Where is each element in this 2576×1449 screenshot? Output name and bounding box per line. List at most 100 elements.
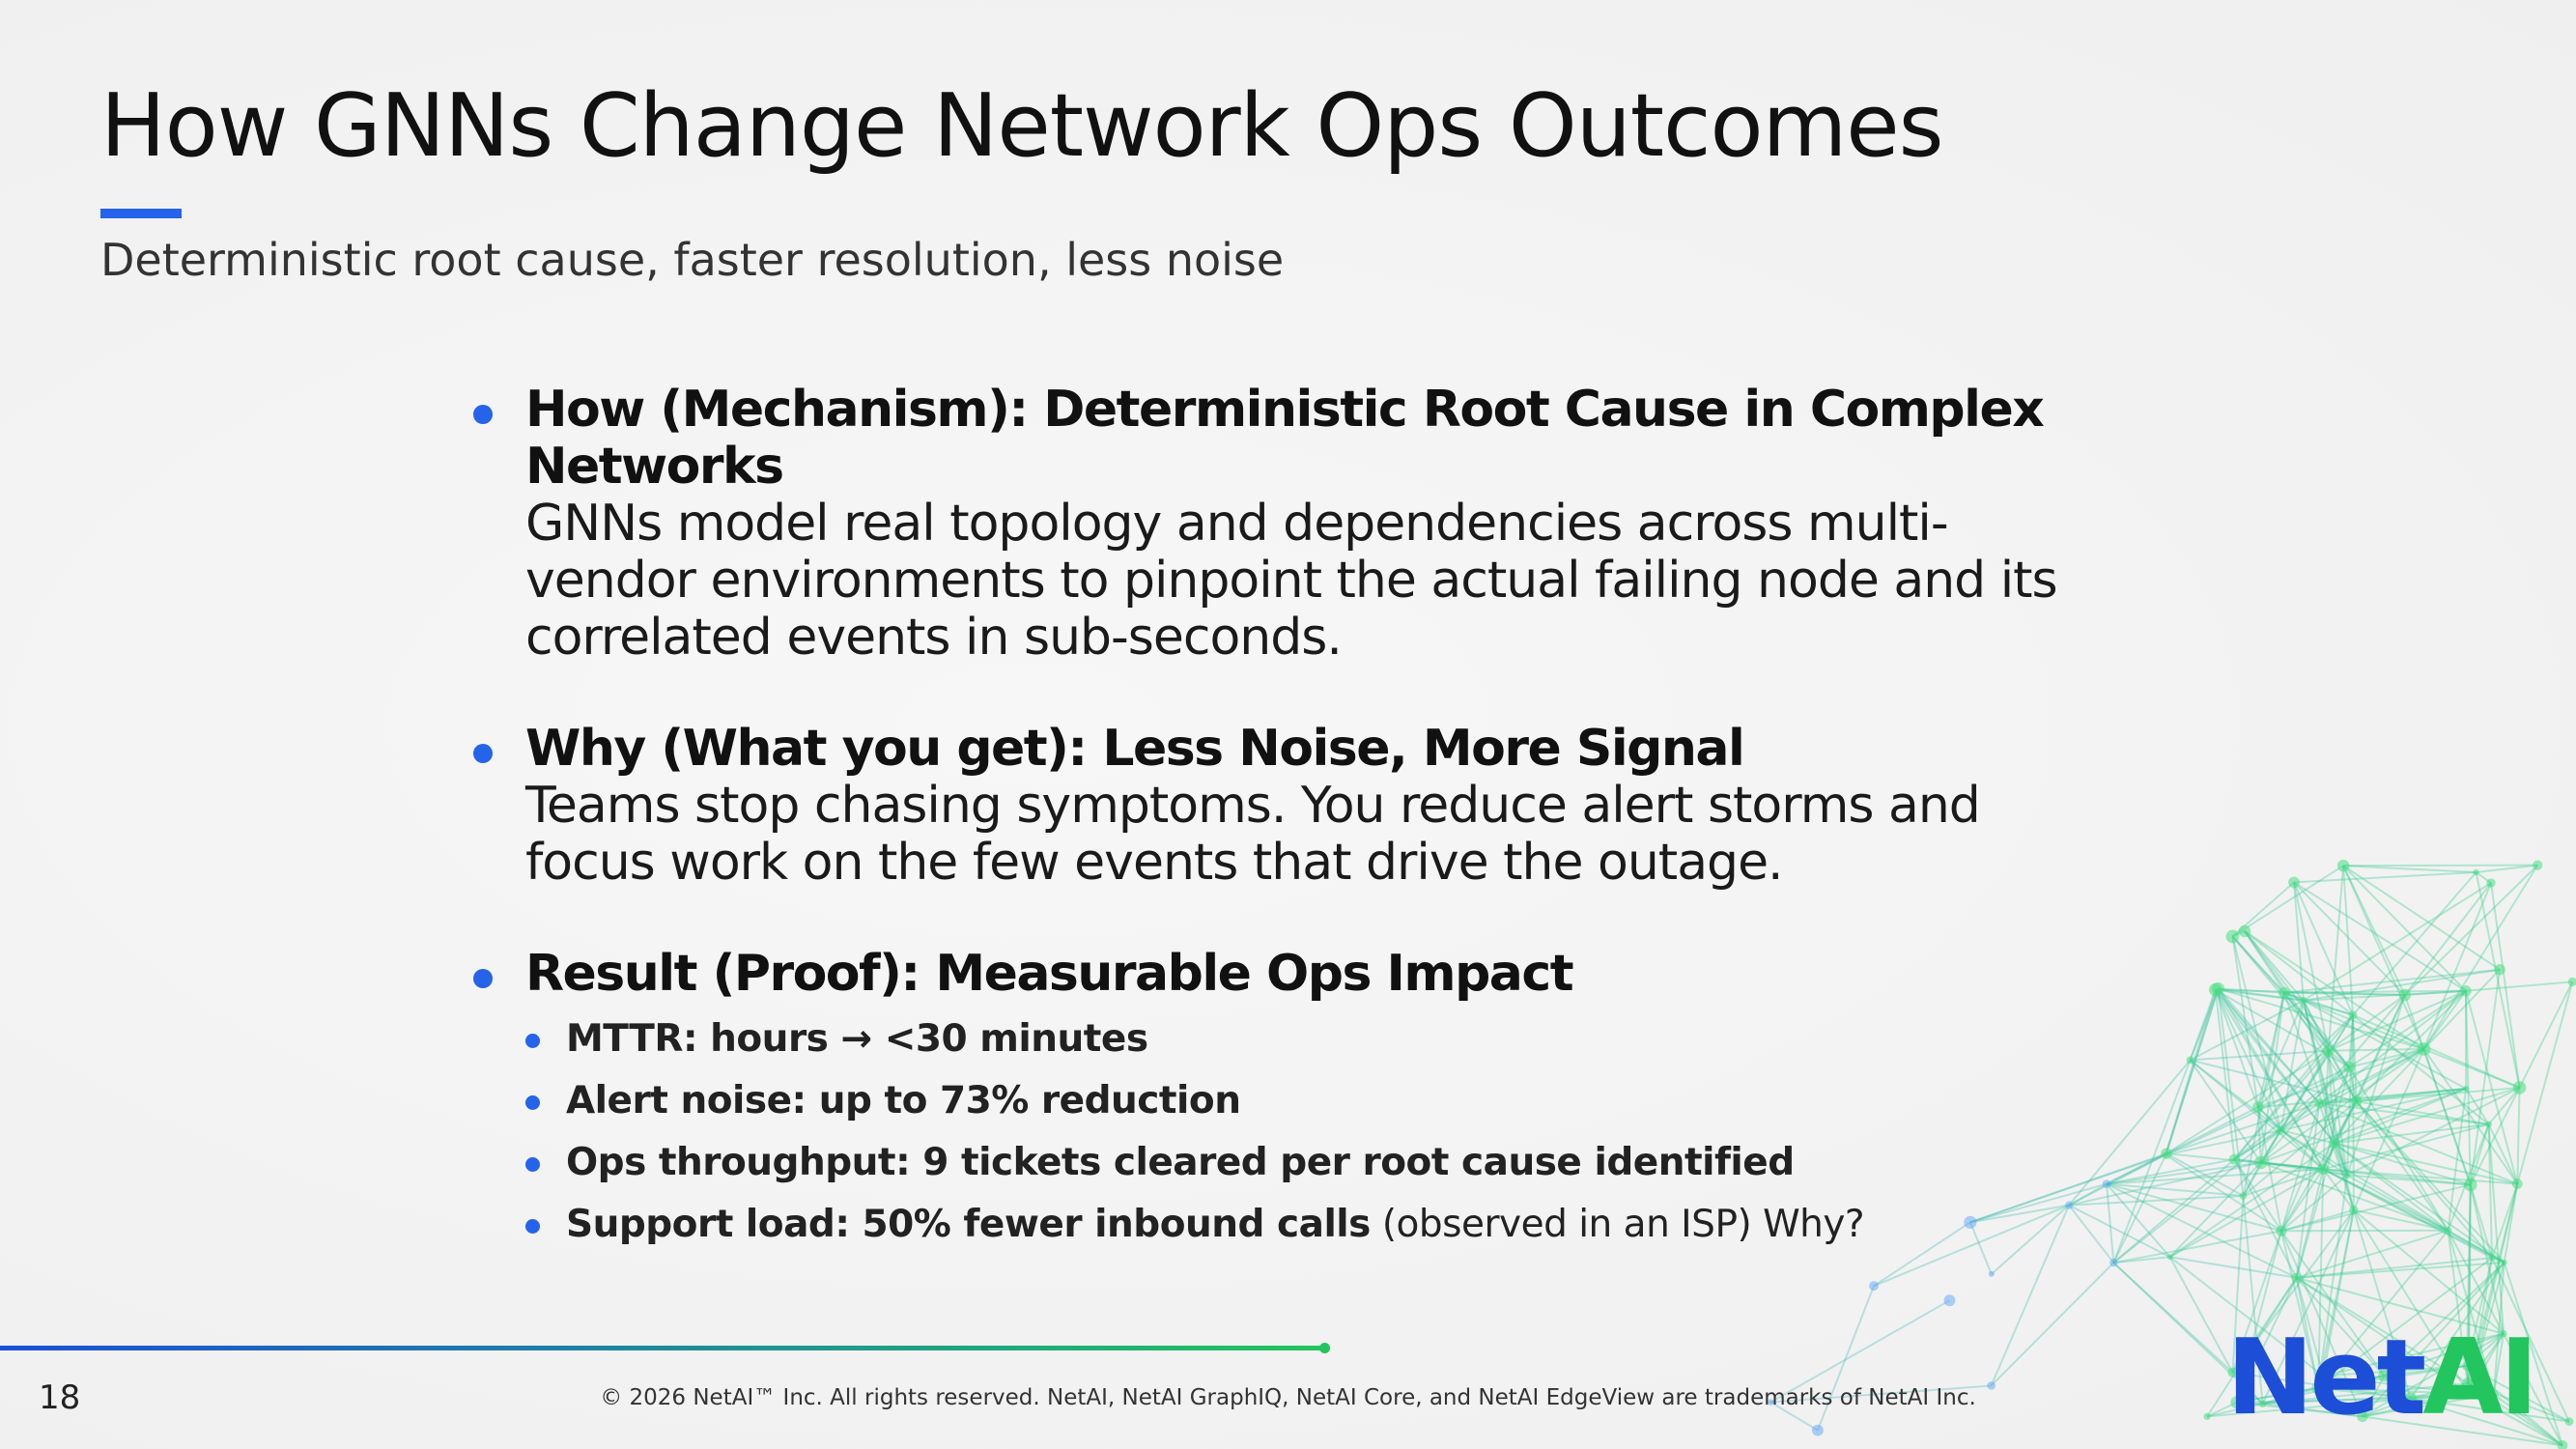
network-edge	[2113, 1230, 2282, 1264]
network-edge	[2302, 1000, 2349, 1176]
network-edge	[2112, 1060, 2192, 1264]
network-edge	[2262, 1382, 2469, 1406]
network-edge	[2068, 1153, 2166, 1207]
network-edge	[2422, 1048, 2519, 1185]
network-edge	[2112, 1152, 2167, 1264]
network-edge	[2236, 1386, 2319, 1404]
network-edge	[2260, 1161, 2348, 1177]
network-edge	[2353, 1208, 2505, 1335]
network-edge	[2280, 1087, 2467, 1132]
network-node	[2239, 1192, 2248, 1200]
network-edge	[2356, 1087, 2467, 1103]
network-edge	[2190, 1059, 2357, 1103]
network-edge	[2303, 968, 2501, 1002]
network-edge	[2352, 871, 2477, 1016]
network-edge	[2322, 1168, 2449, 1232]
network-edge	[2489, 882, 2521, 1089]
network-node	[2348, 1010, 2358, 1020]
network-edge	[2293, 870, 2477, 884]
network-edge	[2328, 1047, 2424, 1052]
network-edge	[2068, 1182, 2108, 1207]
network-edge	[2327, 1050, 2358, 1102]
network-edge	[2190, 1049, 2329, 1062]
network-edge	[2244, 930, 2354, 1016]
network-edge	[2475, 871, 2521, 1089]
network-edge	[2233, 1065, 2350, 1160]
network-edge	[2234, 1158, 2324, 1171]
network-edge	[2487, 1123, 2519, 1185]
sub-bullet: Support load: 50% fewer inbound calls (o…	[525, 1194, 2115, 1256]
network-edge	[2166, 988, 2220, 1154]
network-edge	[2106, 1183, 2115, 1264]
network-edge	[2112, 1262, 2264, 1405]
network-edge	[2355, 990, 2467, 1102]
network-edge	[2106, 1161, 2261, 1185]
network-edge	[2346, 994, 2406, 1176]
sub-bullet: MTTR: hours → <30 minutes	[525, 1009, 2115, 1070]
logo-net: Net	[2226, 1318, 2426, 1438]
copyright: © 2026 NetAI™ Inc. All rights reserved. …	[600, 1385, 1976, 1410]
network-edge	[2323, 1122, 2489, 1171]
network-edge	[2492, 1262, 2505, 1395]
network-node	[2464, 1389, 2474, 1399]
network-node	[2258, 1400, 2267, 1407]
network-edge	[2319, 1087, 2467, 1105]
network-edge	[2503, 1333, 2563, 1446]
sub-bold: MTTR: hours → <30 minutes	[566, 1017, 1148, 1061]
network-edge	[2261, 1209, 2355, 1405]
network-edge	[2327, 866, 2345, 1051]
network-edge	[2487, 1123, 2493, 1259]
network-edge	[2259, 994, 2406, 1164]
network-edge	[2189, 1059, 2324, 1171]
network-edge	[2322, 1209, 2355, 1377]
network-edge	[2295, 1277, 2320, 1389]
network-edge	[2518, 980, 2574, 1089]
network-edge	[2296, 1276, 2470, 1395]
network-node	[2343, 1061, 2356, 1073]
network-edge	[2112, 1262, 2234, 1374]
network-edge	[2165, 1153, 2282, 1233]
network-edge	[2404, 864, 2538, 996]
network-edge	[2112, 1129, 2281, 1264]
network-edge	[2503, 1183, 2519, 1264]
network-edge	[2516, 981, 2574, 1184]
network-edge	[2410, 1382, 2469, 1400]
network-edge	[2469, 1123, 2490, 1185]
network-node	[2203, 1412, 2211, 1420]
network-node	[2211, 981, 2225, 996]
network-edge	[2503, 1262, 2563, 1446]
network-edge	[2256, 1000, 2305, 1108]
network-edge	[2362, 1262, 2505, 1418]
network-edge	[2423, 1048, 2520, 1089]
network-edge	[2280, 1129, 2335, 1145]
network-node	[2444, 1226, 2452, 1235]
network-edge	[2166, 1152, 2324, 1171]
network-edge	[2468, 1382, 2570, 1423]
network-edge	[2516, 1087, 2521, 1184]
network-edge	[2166, 1049, 2330, 1155]
network-edge	[2317, 1375, 2385, 1389]
sub-text: (observed in an ISP) Why?	[1381, 1203, 1865, 1246]
network-edge	[2244, 930, 2350, 1068]
network-edge	[2333, 1048, 2425, 1145]
network-edge	[2342, 866, 2355, 1015]
sub-bullet: Ops throughput: 9 tickets cleared per ro…	[525, 1132, 2115, 1194]
network-edge	[2296, 1276, 2505, 1335]
network-edge	[2422, 990, 2467, 1050]
network-node	[2252, 1101, 2264, 1113]
network-edge	[2447, 1088, 2468, 1231]
network-edge	[2262, 1392, 2470, 1406]
network-node	[2225, 929, 2240, 944]
network-edge	[2296, 1257, 2493, 1279]
network-edge	[2318, 1386, 2411, 1400]
network-edge	[2346, 1087, 2521, 1177]
network-edge	[1770, 1384, 1992, 1404]
network-edge	[2466, 1332, 2505, 1367]
network-node	[2564, 1417, 2574, 1427]
network-edge	[2242, 1100, 2358, 1197]
network-edge	[2303, 882, 2492, 1002]
network-edge	[2469, 1184, 2505, 1334]
network-edge	[2342, 865, 2425, 1050]
network-edge	[2295, 1277, 2325, 1377]
